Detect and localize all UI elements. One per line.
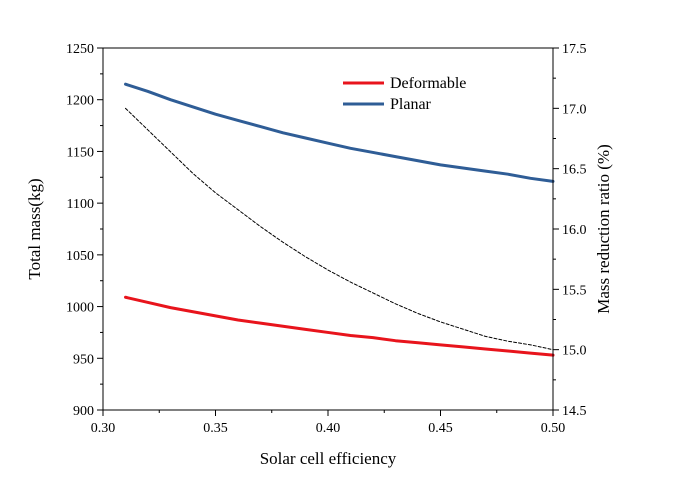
y2-axis-title: Mass reduction ratio (%) <box>594 144 613 313</box>
x-axis-title: Solar cell efficiency <box>260 449 397 468</box>
y-tick-label: 950 <box>73 352 94 367</box>
x-tick-label: 0.45 <box>428 421 453 436</box>
series-layer <box>124 82 555 357</box>
legend-label-deformable: Deformable <box>390 75 466 92</box>
y-tick-label: 1050 <box>66 249 94 264</box>
x-tick-label: 0.30 <box>91 421 116 436</box>
y-tick-label: 1150 <box>67 145 94 160</box>
x-tick-label: 0.35 <box>203 421 228 436</box>
y-tick-label: 1000 <box>66 301 94 316</box>
y2-tick-label: 14.5 <box>562 404 587 419</box>
y-tick-label: 1200 <box>66 94 94 109</box>
x-tick-label: 0.40 <box>316 421 341 436</box>
x-tick-label: 0.50 <box>541 421 566 436</box>
y2-tick-label: 15.5 <box>562 283 587 298</box>
legend: Deformable Planar <box>343 75 466 113</box>
axes-layer: 0.30 0.35 0.40 0.45 0.50 900 950 1000 1050 1100 11… <box>66 42 587 436</box>
series-line-deformable <box>124 295 555 357</box>
y2-tick-label: 17.0 <box>562 102 587 117</box>
y-tick-label: 1100 <box>67 197 94 212</box>
plot-frame <box>102 47 554 411</box>
legend-label-planar: Planar <box>390 96 432 113</box>
y2-tick-label: 16.5 <box>562 163 587 178</box>
series-line-planar <box>124 82 555 183</box>
y2-tick-label: 17.5 <box>562 42 587 57</box>
y-axis-title: Total mass(kg) <box>25 178 44 279</box>
y2-tick-label: 15.0 <box>562 344 587 359</box>
y2-tick-label: 16.0 <box>562 223 587 238</box>
y-tick-label: 1250 <box>66 42 94 57</box>
series-line-mass-reduction-ratio <box>125 107 554 351</box>
y-tick-label: 900 <box>73 404 94 419</box>
